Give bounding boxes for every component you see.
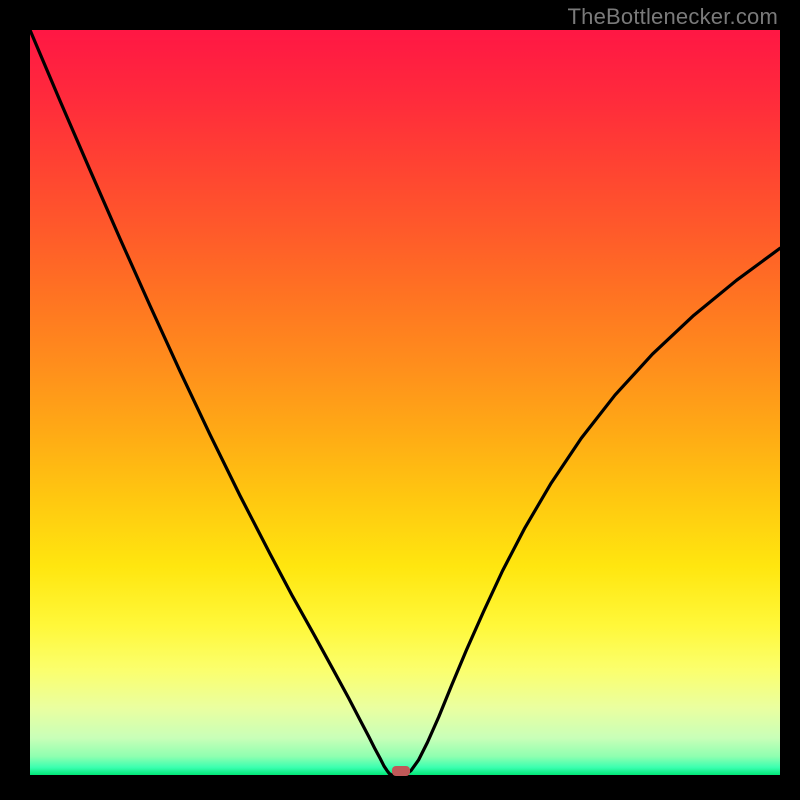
bottleneck-curve: [30, 30, 780, 775]
chart-frame: TheBottlenecker.com: [0, 0, 800, 800]
plot-area: [30, 30, 780, 775]
optimum-marker: [392, 766, 410, 776]
watermark-text: TheBottlenecker.com: [568, 4, 778, 30]
